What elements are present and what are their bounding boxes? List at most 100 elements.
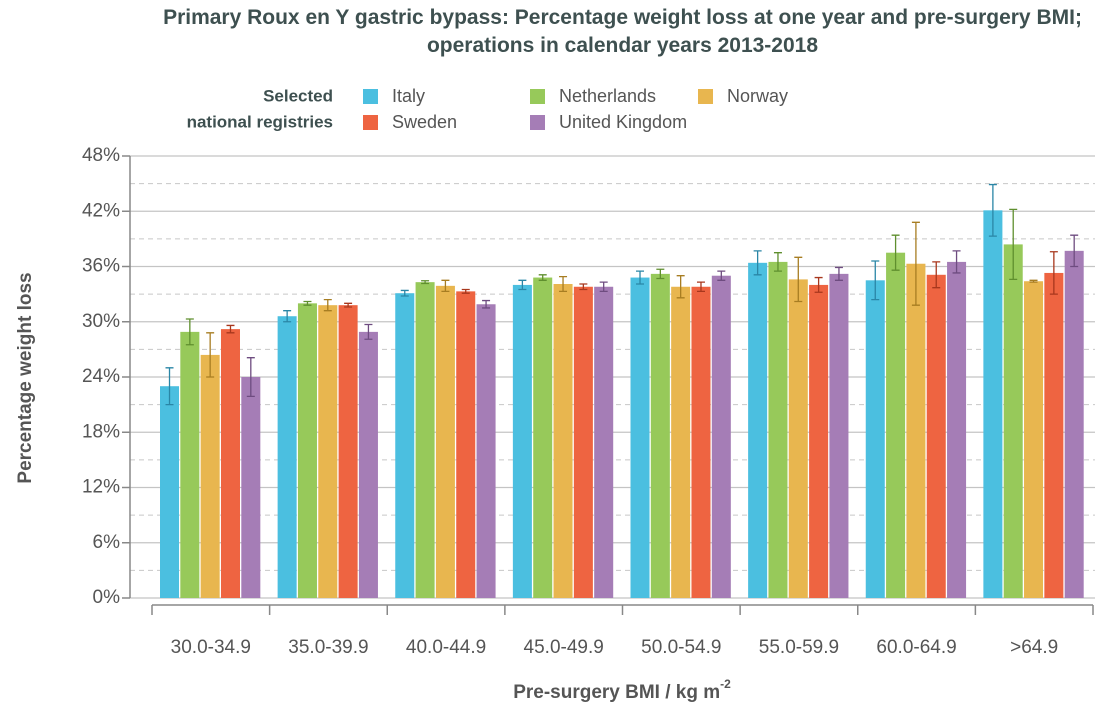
x-axis-label-sup: -2 (720, 677, 731, 691)
legend-label: Sweden (392, 112, 457, 132)
bar (1044, 272, 1064, 598)
y-tick-label: 42% (82, 200, 120, 221)
bar (241, 377, 261, 598)
legend-title: Selected (263, 86, 333, 105)
bar (415, 282, 435, 598)
bar (1003, 244, 1023, 598)
error-bar (814, 276, 823, 293)
bar (318, 305, 338, 598)
error-bar (518, 279, 527, 291)
legend-swatch (363, 89, 378, 104)
legend-title: national registries (187, 112, 333, 131)
x-axis-label: Pre-surgery BMI / kg m-2 (513, 677, 731, 703)
error-bar (599, 281, 608, 293)
legend-swatch (363, 115, 378, 130)
error-bar (794, 256, 803, 303)
bar (476, 304, 496, 598)
error-bar (421, 280, 430, 285)
error-bar (932, 261, 941, 289)
legend-label: Netherlands (559, 86, 656, 106)
error-bar (206, 332, 215, 378)
error-bar (165, 367, 174, 406)
x-tick-label: 40.0-44.9 (406, 637, 486, 658)
error-bar (773, 252, 782, 272)
bar (711, 275, 731, 598)
error-bar (834, 266, 843, 281)
legend-label: Norway (727, 86, 788, 106)
error-bar (636, 270, 645, 285)
bar (748, 262, 768, 598)
error-bar (246, 357, 255, 397)
bar (865, 280, 885, 598)
x-tick-label: 30.0-34.9 (171, 637, 251, 658)
error-bar (482, 299, 491, 309)
bar (671, 286, 691, 598)
bar (395, 293, 415, 598)
error-bar (871, 260, 880, 301)
bar (691, 286, 711, 598)
bar (456, 291, 476, 598)
x-tick-label: 45.0-49.9 (524, 637, 604, 658)
y-axis-label: Percentage weight loss (15, 272, 36, 483)
x-tick-label: 55.0-59.9 (759, 637, 839, 658)
x-tick-label: 60.0-64.9 (876, 637, 956, 658)
bar (338, 305, 358, 598)
y-tick-label: 30% (82, 311, 120, 332)
error-bar (696, 281, 705, 293)
error-bar (400, 289, 409, 297)
bar (788, 279, 808, 598)
bar (160, 386, 180, 598)
error-bar (364, 323, 373, 340)
bar (533, 277, 553, 598)
error-bar (1049, 251, 1058, 295)
bar (573, 286, 593, 598)
bar (200, 354, 220, 598)
error-bar (283, 310, 292, 323)
legend-label: United Kingdom (559, 112, 687, 132)
y-tick-label: 18% (82, 421, 120, 442)
error-bar (226, 324, 235, 334)
x-axis-label-text: Pre-surgery BMI / kg m (513, 682, 720, 703)
bar (947, 261, 967, 598)
error-bar (461, 288, 470, 294)
bar (926, 274, 946, 598)
error-bar (538, 274, 547, 281)
bar (277, 316, 297, 598)
x-tick-label: 35.0-39.9 (288, 637, 368, 658)
error-bar (911, 221, 920, 306)
y-tick-label: 36% (82, 256, 120, 277)
error-bar (185, 318, 194, 346)
error-bar (303, 300, 312, 306)
legend-swatch (698, 89, 713, 104)
bar (1024, 281, 1044, 598)
bar (983, 210, 1003, 598)
bar (594, 286, 614, 598)
bar (768, 261, 788, 598)
bar (180, 331, 200, 598)
error-bar (717, 270, 726, 281)
bar (1064, 250, 1084, 599)
bar (829, 273, 849, 598)
legend-swatch (530, 115, 545, 130)
error-bar (952, 250, 961, 274)
error-bar (579, 283, 588, 291)
x-tick-label: 50.0-54.9 (641, 637, 721, 658)
bar (630, 277, 650, 598)
y-tick-label: 48% (82, 145, 120, 166)
bar (512, 284, 532, 598)
error-bar (676, 275, 685, 299)
error-bar (441, 279, 450, 293)
y-tick-label: 6% (93, 532, 121, 553)
x-tick-label: >64.9 (1010, 637, 1058, 658)
error-bar (753, 250, 762, 276)
error-bar (891, 234, 900, 271)
error-bar (656, 268, 665, 280)
error-bar (988, 183, 997, 237)
bar (553, 283, 573, 598)
bar (906, 263, 926, 598)
bar (297, 303, 317, 598)
error-bar (323, 299, 332, 312)
error-bar (1070, 234, 1079, 268)
